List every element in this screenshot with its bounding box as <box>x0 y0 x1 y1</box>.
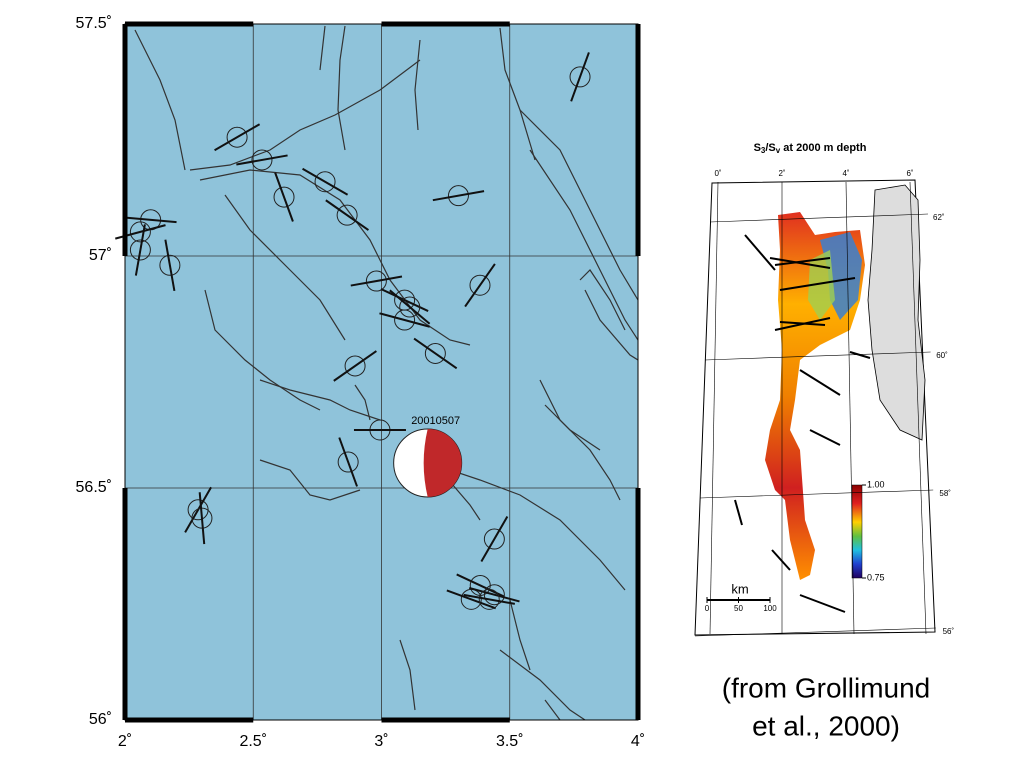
stress-bar <box>184 486 212 533</box>
stress-circle <box>337 451 359 473</box>
stress-circle <box>424 342 446 364</box>
title-sub: v <box>776 146 781 155</box>
stress-bar <box>164 239 176 292</box>
y-tick-label: 57˚ <box>89 247 112 264</box>
x-tick-label: 3.5˚ <box>496 733 524 750</box>
stress-circle <box>447 185 469 207</box>
inset-stress-bars <box>734 234 871 613</box>
event-label: 20010507 <box>411 415 460 427</box>
stress-circle <box>251 149 273 171</box>
focal-compression <box>423 428 462 497</box>
inset-meridian <box>709 181 719 635</box>
stress-bar <box>389 289 431 325</box>
inset-meridian <box>845 181 855 635</box>
stress-bar <box>380 288 429 312</box>
inset-lat-label: 60˚ <box>936 351 948 360</box>
stress-bar <box>468 587 520 603</box>
stress-circle <box>399 296 421 318</box>
inset-lat-label: 58˚ <box>939 489 951 498</box>
colorbar-label: 0.75 <box>867 572 885 582</box>
x-tick-label: 2˚ <box>118 733 132 750</box>
stress-bar <box>333 350 377 382</box>
y-tick-label: 56.5˚ <box>76 479 112 496</box>
stress-circle <box>226 126 248 148</box>
stress-bar <box>463 593 516 605</box>
stress-bar <box>432 190 485 202</box>
stress-circle <box>336 204 358 226</box>
inset-parallel <box>704 351 931 361</box>
stress-bar <box>338 437 358 487</box>
scale-label: 100 <box>763 604 777 613</box>
caption-line: et al., 2000) <box>752 710 900 741</box>
stress-circle <box>159 254 181 276</box>
stress-circle <box>129 239 151 261</box>
stress-bar <box>413 337 458 370</box>
inset-labels: 0˚ 2˚ 4˚ 6˚ 62˚ 60˚ 58˚ 56˚ 1.00 0.75 km 0 50 100 <box>694 169 955 637</box>
scale-label: 0 <box>705 604 710 613</box>
x-tick-label: 4˚ <box>631 733 645 750</box>
stress-bar <box>464 263 496 308</box>
stress-circle <box>469 274 491 296</box>
stress-bar <box>446 589 497 610</box>
inset-lon-label: 4˚ <box>842 169 849 178</box>
x-tick-label: 3˚ <box>374 733 388 750</box>
map-marks: 20010507 <box>115 52 591 610</box>
stress-bar <box>214 123 261 152</box>
stress-bar <box>456 573 505 598</box>
stress-circle <box>344 355 366 377</box>
stress-bar <box>570 52 590 102</box>
caption-line: (from Grollimund <box>722 672 930 703</box>
colorbar <box>851 484 863 579</box>
stress-bar <box>480 516 509 563</box>
inset-title: S3/Sv at 2000 m depth <box>754 142 867 155</box>
inset-lon-label: 0˚ <box>714 169 721 178</box>
inset-parallel <box>709 213 929 223</box>
x-tick-label: 2.5˚ <box>239 733 267 750</box>
stress-bar <box>325 199 370 231</box>
inset-meridian <box>909 181 927 635</box>
stress-bar <box>198 492 206 545</box>
y-tick-label: 56˚ <box>89 711 112 728</box>
stress-circle <box>365 270 387 292</box>
title-part: S <box>754 142 761 154</box>
inset-lon-label: 2˚ <box>778 169 785 178</box>
inset-map <box>694 179 936 636</box>
y-tick-label: 57.5˚ <box>76 15 112 32</box>
stress-bar <box>350 275 403 287</box>
stress-circle <box>129 221 151 243</box>
stress-circle <box>483 584 505 606</box>
stress-circle <box>273 186 295 208</box>
stress-bar <box>302 167 349 196</box>
stress-circle <box>483 528 505 550</box>
inset-lat-label: 56˚ <box>943 627 955 636</box>
frame-bars <box>122 21 641 723</box>
stress-bar <box>124 216 177 224</box>
colorbar-label: 1.00 <box>867 479 885 489</box>
scale-unit: km <box>731 581 748 596</box>
stress-circle <box>314 171 336 193</box>
inset-lat-label: 62˚ <box>933 213 945 222</box>
stress-bar <box>134 224 146 276</box>
inset-lon-label: 6˚ <box>906 169 913 178</box>
stress-bar <box>379 312 430 328</box>
scale-label: 50 <box>734 604 743 613</box>
coastline <box>867 184 926 441</box>
title-part: /S <box>765 142 775 154</box>
stress-bar <box>274 172 294 222</box>
inset-parallel <box>699 489 934 499</box>
title-sub: 3 <box>761 146 766 155</box>
stress-bar <box>236 154 288 166</box>
stress-circle <box>569 66 591 88</box>
title-part: at 2000 m depth <box>780 142 866 154</box>
inset-parallel <box>694 627 936 637</box>
stress-circle <box>394 309 416 331</box>
stress-circle <box>478 588 500 610</box>
